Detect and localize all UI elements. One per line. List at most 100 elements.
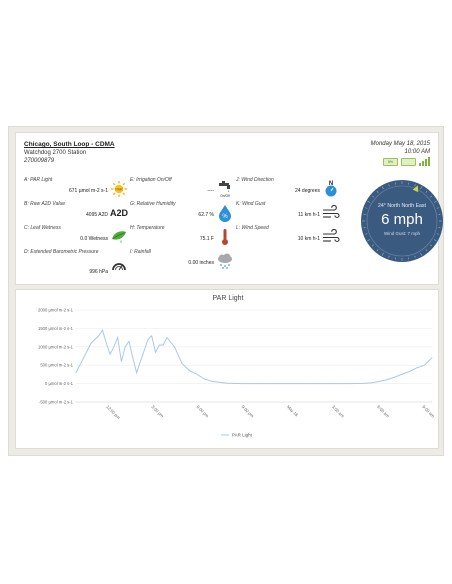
par-light-data-point [287,383,289,384]
par-light-data-point [147,339,149,340]
sensor-leaf-wetness[interactable]: C: Leaf Wetness 0.0 Wetness [24,225,128,249]
y-tick-label: 500 µmol m-2 s-1 [40,363,73,368]
a2d-icon-text: A2D [110,208,129,218]
par-light-data-point [128,340,130,342]
sensor-wind-direction[interactable]: J: Wind Direction 24 degrees N [236,177,340,201]
par-light-data-point [105,342,107,344]
par-light-data-point [272,383,274,384]
sensor-label: H: Temperature [130,225,165,231]
compass-tick [365,207,368,209]
par-light-data-point [109,353,111,355]
sensor-label: K: Wind Gust [236,201,266,207]
y-tick-label: 1000 µmol m-2 s-1 [38,344,74,349]
compass-tick [420,186,423,190]
dashboard-container: Chicago, South Loop - CDMA Watchdog 2700… [8,126,444,456]
par-light-data-point [408,371,410,372]
par-light-data-point [302,383,304,384]
sensor-relative-humidity[interactable]: G: Relative Humidity 62.7 % % [130,201,234,225]
par-light-data-point [162,344,164,346]
par-light-data-point [124,346,126,348]
par-light-data-point [143,350,145,351]
compass-tick [436,207,439,209]
compass-tick [371,244,374,247]
sensor-irrigation[interactable]: E: Irrigation On/Off ---- On/Off [130,177,234,201]
compass-tick [436,233,439,235]
north-icon-text: N [329,181,333,187]
compass-tick [425,190,428,193]
faucet-icon-text: On/Off [220,194,229,198]
par-light-data-point [333,383,334,384]
svg-text:PAR: PAR [115,188,123,192]
compass-tick [388,184,390,187]
sensor-value: 671 µmol m-2 s-1 [68,188,108,194]
par-light-data-point [181,363,183,364]
status-icons: 5% [383,157,430,167]
compass-tick [367,200,371,203]
compass-tick [414,255,416,258]
sensor-value: 62.7 % [198,212,214,218]
par-light-data-point [196,374,198,375]
par-light-data-point [424,364,425,366]
par-light-data-point [371,382,372,384]
par-light-chart: 2000 µmol m-2 s-1 1500 µmol m-2 s-1 1000 µ… [38,308,436,438]
compass-tick [376,190,379,193]
compass-direction-text: 24° North North East [378,203,426,209]
compass-tick [381,252,384,256]
wind-direction-marker [412,185,419,193]
compass-tick [376,249,379,252]
par-light-data-point [132,357,134,359]
sensor-label: D: Extended Barometric Pressure [24,249,99,255]
sensor-value: 11 km h-1 [298,212,320,218]
par-light-data-point [87,350,88,351]
par-light-data-point [431,357,433,359]
x-tick-label: 9:00 am [421,404,436,419]
sensor-wind-gust[interactable]: K: Wind Gust 11 km h-1 [236,201,340,225]
sensor-wind-speed[interactable]: L: Wind Speed 10 km h-1 [236,225,340,249]
compass-tick [365,233,368,235]
par-light-data-point [227,382,228,384]
station-name-link[interactable]: Chicago, South Loop - CDMA [24,141,115,148]
sensor-label: G: Relative Humidity [130,201,176,207]
par-light-data-point [140,361,141,362]
par-light-data-point [90,342,92,344]
rain-cloud-icon [216,252,234,270]
report-date: Monday May 18, 2015 [370,141,430,147]
compass-tick [367,239,371,242]
signal-strength-icon [419,157,430,166]
par-light-data-point [83,357,84,359]
par-light-data-point [158,344,160,346]
sensor-label: A: PAR Light [24,177,53,183]
legend-label: PAR Light [232,433,253,438]
sensor-value: 75.1 F [199,236,214,242]
sensor-temperature[interactable]: H: Temperature 75.1 F [130,225,234,249]
sensor-par-light[interactable]: A: PAR Light 671 µmol m-2 s-1 PAR [24,177,128,201]
sensor-value: 0.00 inches [188,260,214,266]
wind-icon [322,228,340,246]
par-light-data-point [151,335,153,337]
par-light-data-point [155,351,156,353]
x-tick-label: 3:00 pm [150,404,165,419]
sensor-rainfall[interactable]: I: Rainfall 0.00 inches [130,249,234,273]
compass-tick [420,252,423,256]
par-light-series-line [75,329,433,385]
battery-icon: 5% [383,158,398,166]
chart-panel: PAR Light 2000 µmol m-2 s-1 1500 µmol m-2… [15,289,439,449]
sensor-barometric-pressure[interactable]: D: Extended Barometric Pressure 996 hPa [24,249,128,279]
y-tick-label: 0 µmol m-2 s-1 [45,381,74,386]
y-tick-label: 1500 µmol m-2 s-1 [38,326,74,331]
par-light-data-point [75,372,77,373]
north-compass-icon: N [322,180,340,198]
compass-tick [433,239,437,242]
station-panel: Chicago, South Loop - CDMA Watchdog 2700… [15,132,443,285]
par-light-data-point [94,339,96,340]
par-light-data-point [113,346,115,348]
compass-tick [388,255,390,258]
x-tick-label: May 18 [286,404,300,418]
a2d-icon: A2D [110,204,128,222]
par-light-data-point [416,367,418,369]
x-tick-label: 6:00 pm [196,404,211,419]
faucet-icon: On/Off [216,180,234,198]
gauge-icon [110,257,128,275]
sensor-raw-a2d[interactable]: B: Raw A2D Value 4095 A2D A2D [24,201,128,225]
sensor-label: L: Wind Speed [236,225,269,231]
